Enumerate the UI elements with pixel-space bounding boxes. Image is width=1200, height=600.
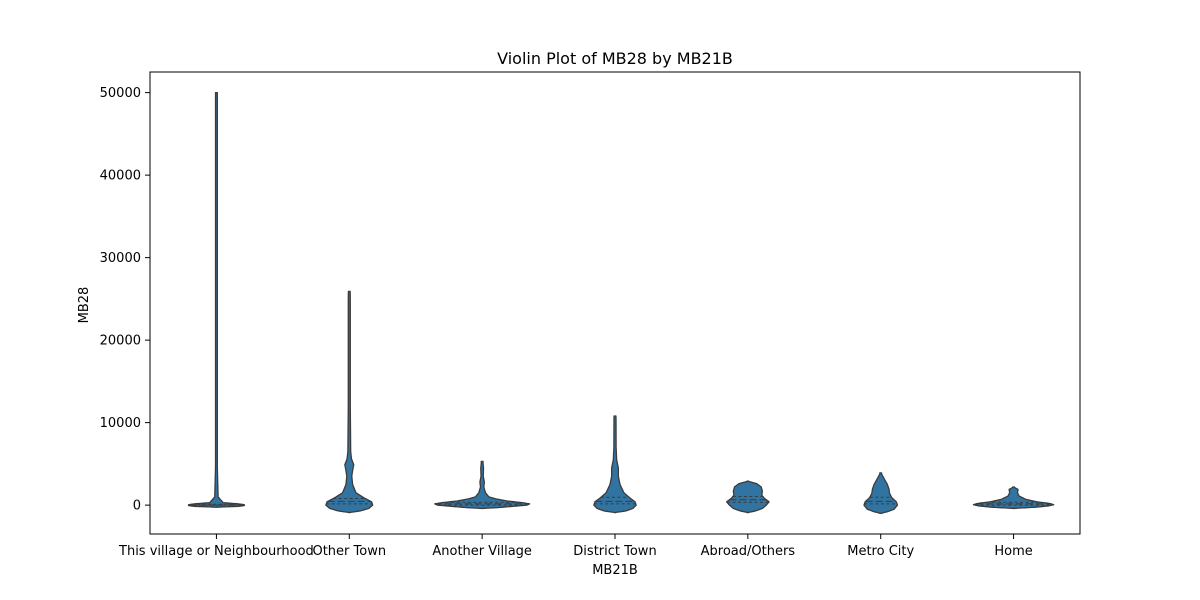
- violin-body: [972, 486, 1055, 510]
- violin-metro-city: [863, 472, 899, 515]
- violin-body: [325, 290, 374, 514]
- y-axis-label: MB28: [77, 287, 92, 324]
- violin-body: [187, 91, 245, 508]
- x-tick-label: Home: [994, 544, 1032, 559]
- x-tick-label: Other Town: [312, 544, 386, 559]
- x-tick-label: Another Village: [432, 544, 532, 559]
- violins-layer: [187, 91, 1055, 515]
- violin-abroad-others: [726, 480, 770, 514]
- y-axis-ticks: 0 10000 20000 30000 40000 50000: [100, 86, 150, 514]
- violin-this-village-or-neighbourhood: [187, 91, 245, 508]
- x-tick-label: District Town: [573, 544, 656, 559]
- plot-area-frame: [149, 71, 1081, 535]
- violin-body: [726, 480, 770, 514]
- y-tick-label: 0: [133, 499, 141, 514]
- violin-home: [972, 486, 1055, 510]
- x-tick-label: This village or Neighbourhood: [118, 544, 314, 559]
- y-tick-label: 40000: [100, 169, 141, 184]
- y-tick-label: 10000: [100, 416, 141, 431]
- y-tick-label: 30000: [100, 251, 141, 266]
- violin-body: [593, 415, 637, 514]
- x-tick-label: Metro City: [847, 544, 914, 559]
- x-tick-label: Abroad/Others: [701, 544, 796, 559]
- violin-district-town: [593, 415, 637, 514]
- y-tick-label: 20000: [100, 334, 141, 349]
- violin-another-village: [434, 460, 531, 510]
- x-axis-label: MB21B: [592, 563, 638, 578]
- violin-body: [863, 472, 899, 515]
- violin-body: [434, 460, 531, 510]
- chart-title: Violin Plot of MB28 by MB21B: [497, 49, 733, 68]
- violin-other-town: [325, 290, 374, 514]
- y-tick-label: 50000: [100, 86, 141, 101]
